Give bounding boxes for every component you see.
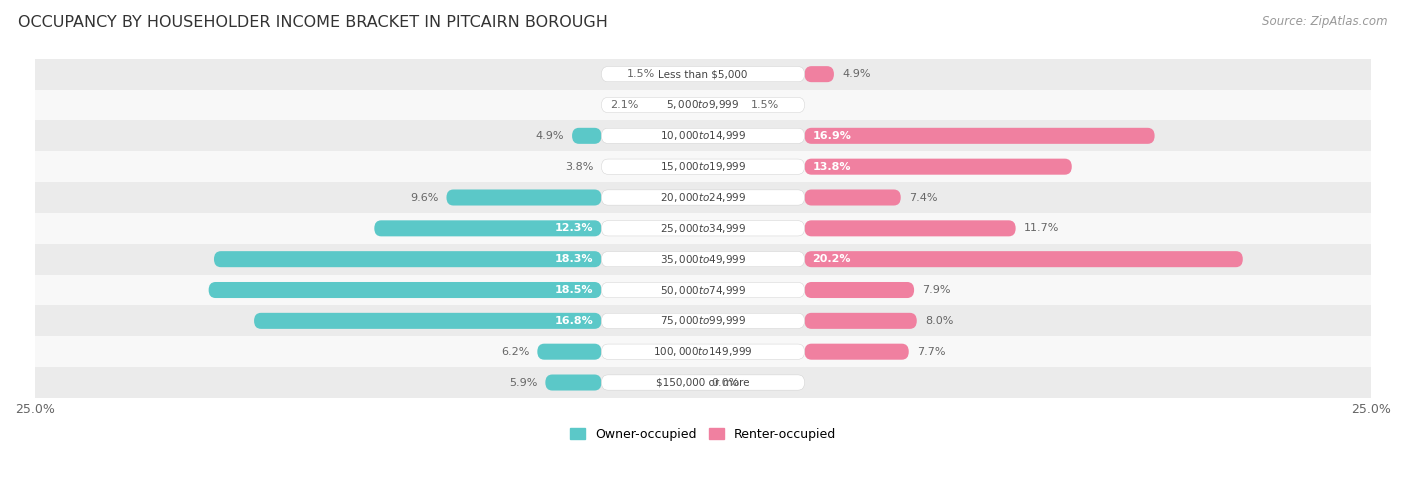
Text: 16.8%: 16.8% — [555, 316, 593, 326]
Text: $75,000 to $99,999: $75,000 to $99,999 — [659, 314, 747, 328]
Text: 7.7%: 7.7% — [917, 347, 945, 357]
Text: $20,000 to $24,999: $20,000 to $24,999 — [659, 191, 747, 204]
Bar — [35, 275, 1371, 305]
FancyBboxPatch shape — [602, 313, 804, 329]
FancyBboxPatch shape — [546, 375, 602, 391]
Text: 0.0%: 0.0% — [711, 378, 740, 387]
Text: $35,000 to $49,999: $35,000 to $49,999 — [659, 253, 747, 266]
FancyBboxPatch shape — [602, 344, 804, 359]
FancyBboxPatch shape — [804, 220, 1015, 236]
FancyBboxPatch shape — [804, 313, 917, 329]
FancyBboxPatch shape — [602, 221, 804, 236]
Bar — [35, 367, 1371, 398]
FancyBboxPatch shape — [602, 190, 804, 205]
FancyBboxPatch shape — [804, 251, 1243, 267]
Text: 3.8%: 3.8% — [565, 162, 593, 172]
Text: 2.1%: 2.1% — [610, 100, 638, 110]
Bar — [35, 213, 1371, 244]
Text: 16.9%: 16.9% — [813, 131, 852, 141]
Text: 13.8%: 13.8% — [813, 162, 851, 172]
Text: 9.6%: 9.6% — [411, 192, 439, 203]
Text: 12.3%: 12.3% — [555, 224, 593, 233]
Legend: Owner-occupied, Renter-occupied: Owner-occupied, Renter-occupied — [565, 423, 841, 446]
Text: 4.9%: 4.9% — [842, 69, 870, 79]
Text: 1.5%: 1.5% — [627, 69, 655, 79]
Bar — [35, 89, 1371, 121]
Text: 18.3%: 18.3% — [555, 254, 593, 264]
Text: $50,000 to $74,999: $50,000 to $74,999 — [659, 283, 747, 296]
FancyBboxPatch shape — [804, 66, 834, 82]
Text: 7.9%: 7.9% — [922, 285, 950, 295]
Text: $100,000 to $149,999: $100,000 to $149,999 — [654, 345, 752, 358]
FancyBboxPatch shape — [602, 375, 804, 390]
Text: $5,000 to $9,999: $5,000 to $9,999 — [666, 99, 740, 111]
FancyBboxPatch shape — [602, 97, 804, 113]
FancyBboxPatch shape — [602, 252, 804, 267]
Text: Source: ZipAtlas.com: Source: ZipAtlas.com — [1263, 15, 1388, 28]
Text: Less than $5,000: Less than $5,000 — [658, 69, 748, 79]
Bar — [35, 336, 1371, 367]
FancyBboxPatch shape — [804, 158, 1071, 174]
Bar — [35, 151, 1371, 182]
Text: 4.9%: 4.9% — [536, 131, 564, 141]
FancyBboxPatch shape — [214, 251, 602, 267]
Bar — [35, 59, 1371, 89]
Text: 1.5%: 1.5% — [751, 100, 779, 110]
Text: $150,000 or more: $150,000 or more — [657, 378, 749, 387]
FancyBboxPatch shape — [374, 220, 602, 236]
FancyBboxPatch shape — [602, 282, 804, 297]
FancyBboxPatch shape — [804, 282, 914, 298]
Bar — [35, 121, 1371, 151]
FancyBboxPatch shape — [254, 313, 602, 329]
Text: 5.9%: 5.9% — [509, 378, 537, 387]
Text: $25,000 to $34,999: $25,000 to $34,999 — [659, 222, 747, 235]
Text: 6.2%: 6.2% — [501, 347, 529, 357]
Bar — [35, 182, 1371, 213]
Text: 20.2%: 20.2% — [813, 254, 851, 264]
Text: 7.4%: 7.4% — [908, 192, 938, 203]
FancyBboxPatch shape — [572, 128, 602, 144]
Text: $10,000 to $14,999: $10,000 to $14,999 — [659, 129, 747, 142]
FancyBboxPatch shape — [537, 344, 602, 360]
Text: 11.7%: 11.7% — [1024, 224, 1059, 233]
Text: 8.0%: 8.0% — [925, 316, 953, 326]
FancyBboxPatch shape — [208, 282, 602, 298]
Bar — [35, 305, 1371, 336]
FancyBboxPatch shape — [804, 128, 1154, 144]
FancyBboxPatch shape — [602, 67, 804, 82]
FancyBboxPatch shape — [602, 128, 804, 143]
Bar — [35, 244, 1371, 275]
FancyBboxPatch shape — [447, 190, 602, 206]
FancyBboxPatch shape — [804, 344, 908, 360]
FancyBboxPatch shape — [602, 159, 804, 174]
FancyBboxPatch shape — [804, 190, 901, 206]
Text: OCCUPANCY BY HOUSEHOLDER INCOME BRACKET IN PITCAIRN BOROUGH: OCCUPANCY BY HOUSEHOLDER INCOME BRACKET … — [18, 15, 609, 30]
Text: 18.5%: 18.5% — [555, 285, 593, 295]
Text: $15,000 to $19,999: $15,000 to $19,999 — [659, 160, 747, 173]
